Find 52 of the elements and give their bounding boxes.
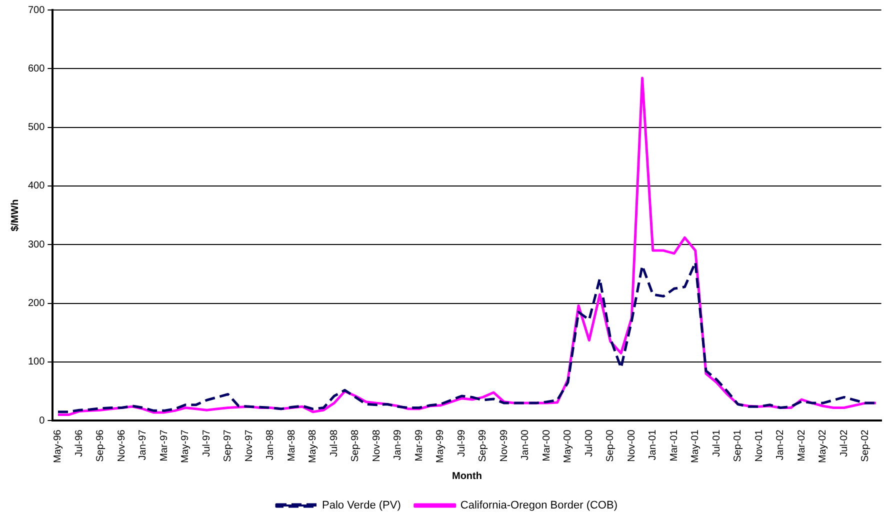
y-tick-label: 300 xyxy=(28,239,46,250)
y-tick-label: 400 xyxy=(28,180,46,192)
x-tick-label: Mar-97 xyxy=(158,429,170,462)
y-tick-label: 100 xyxy=(28,356,46,368)
x-tick-label: Mar-98 xyxy=(286,429,298,462)
y-tick-label: 700 xyxy=(28,4,46,16)
x-tick-label: Nov-99 xyxy=(498,429,510,462)
x-tick-label: Jul-98 xyxy=(328,429,340,457)
x-tick-label: Jan-01 xyxy=(648,429,659,460)
y-axis-title: $/MWh xyxy=(10,199,21,232)
x-tick-label: May-01 xyxy=(690,429,702,464)
x-tick-label: May-00 xyxy=(562,429,574,464)
x-tick-label: Jul-01 xyxy=(711,429,722,457)
x-tick-label: Sep-00 xyxy=(605,429,616,462)
x-tick-label: Sep-98 xyxy=(350,429,362,462)
x-tick-label: May-98 xyxy=(308,429,319,464)
x-tick-label: Jan-98 xyxy=(265,429,276,460)
x-tick-label: May-02 xyxy=(818,429,829,464)
x-tick-label: Nov-97 xyxy=(244,429,255,462)
x-tick-label: Jan-99 xyxy=(392,429,404,460)
x-tick-label: Nov-96 xyxy=(116,429,128,462)
x-tick-label: Nov-00 xyxy=(626,429,638,462)
legend-label: California-Oregon Border (COB) xyxy=(460,500,618,512)
x-tick-label: Jul-02 xyxy=(838,429,850,457)
x-tick-label: Jan-97 xyxy=(138,429,149,460)
x-axis-title: Month xyxy=(452,470,482,482)
x-tick-label: Sep-02 xyxy=(860,429,872,462)
x-tick-label: Nov-98 xyxy=(371,429,382,462)
line-series xyxy=(56,261,878,414)
x-tick-label: Sep-96 xyxy=(95,429,106,462)
x-tick-label: Mar-99 xyxy=(414,429,425,462)
legend-label: Palo Verde (PV) xyxy=(322,500,401,512)
y-tick-label: 200 xyxy=(28,298,46,310)
x-tick-label: Jul-96 xyxy=(74,429,85,457)
x-tick-label: Mar-01 xyxy=(668,429,680,462)
x-tick-label: May-97 xyxy=(180,429,192,464)
y-tick-label: 0 xyxy=(39,415,46,426)
x-tick-label: May-96 xyxy=(52,429,64,464)
x-tick-label: Jan-02 xyxy=(775,429,786,460)
x-tick-label: Sep-99 xyxy=(478,429,489,462)
x-tick-label: Sep-97 xyxy=(222,429,234,462)
x-tick-label: Jul-00 xyxy=(584,429,595,457)
x-tick-label: May-99 xyxy=(435,429,446,464)
x-tick-label: Jul-99 xyxy=(456,429,468,457)
x-tick-label: Jul-97 xyxy=(201,429,212,457)
x-tick-label: Jan-00 xyxy=(520,429,532,460)
x-tick-label: Nov-01 xyxy=(754,429,765,462)
x-tick-label: Sep-01 xyxy=(732,429,744,462)
x-tick-label: Mar-00 xyxy=(541,429,552,462)
y-tick-label: 600 xyxy=(28,63,46,74)
y-tick-label: 500 xyxy=(28,122,46,134)
x-tick-label: Mar-02 xyxy=(796,429,808,462)
